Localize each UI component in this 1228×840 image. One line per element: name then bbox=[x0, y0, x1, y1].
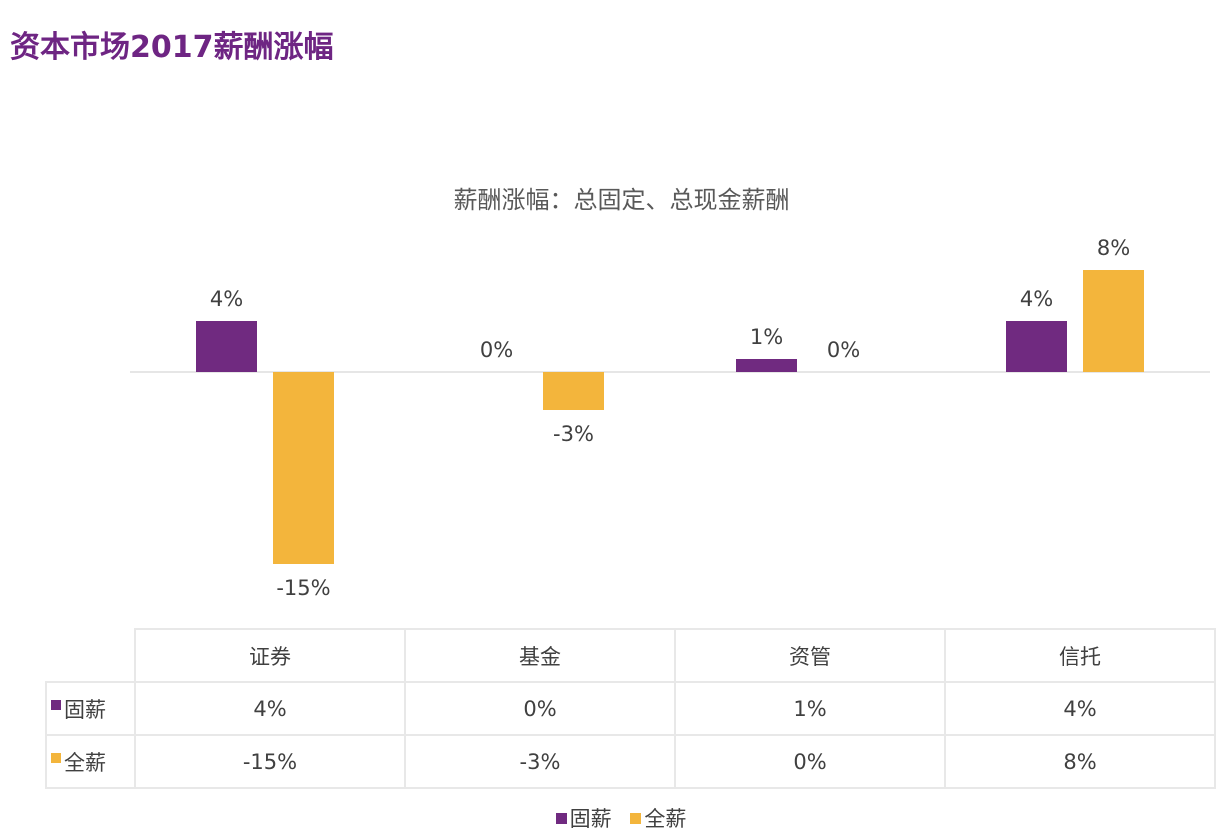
table-header-cell: 资管 bbox=[674, 628, 946, 683]
data-label: 4% bbox=[1019, 286, 1054, 311]
data-label: -15% bbox=[276, 576, 331, 600]
legend-label: 固薪 bbox=[569, 807, 612, 831]
table-cell: 4% bbox=[944, 681, 1216, 736]
data-label: 8% bbox=[1096, 235, 1131, 260]
table-header-cell: 基金 bbox=[404, 628, 676, 683]
chart-title: 薪酬涨幅：总固定、总现金薪酬 bbox=[453, 186, 790, 214]
table-row: 固薪 4% 0% 1% 4% bbox=[45, 681, 1216, 736]
legend-label: 全薪 bbox=[644, 807, 687, 831]
chart-legend: 固薪 全薪 bbox=[0, 803, 1228, 833]
bar-total-0 bbox=[273, 372, 334, 564]
bar-fixed-0 bbox=[196, 320, 257, 372]
legend-swatch-icon bbox=[555, 812, 567, 824]
legend-item: 全薪 bbox=[630, 803, 686, 833]
table-cell: 1% bbox=[674, 681, 946, 736]
bar-fixed-2 bbox=[736, 359, 797, 372]
table-row-header: 固薪 bbox=[45, 681, 136, 736]
table-row: 全薪 -15% -3% 0% 8% bbox=[45, 734, 1216, 789]
table-cell: -3% bbox=[404, 734, 676, 789]
row-label: 全薪 bbox=[64, 750, 106, 775]
data-label: -3% bbox=[553, 422, 594, 447]
legend-key-icon bbox=[51, 752, 61, 763]
table-row-header: 全薪 bbox=[45, 734, 136, 789]
plot-area: 4% -15% 0% -3% 1% 0% 4% 8% bbox=[130, 230, 1210, 620]
data-label: 4% bbox=[209, 286, 244, 311]
zero-axis-line bbox=[130, 371, 1210, 373]
table-header-cell: 信托 bbox=[944, 628, 1216, 683]
table-header-row: 证券 基金 资管 信托 bbox=[46, 628, 1216, 683]
data-label: 0% bbox=[826, 338, 861, 362]
legend-key-icon bbox=[51, 699, 61, 710]
page-title: 资本市场2017薪酬涨幅 bbox=[10, 30, 334, 65]
table-cell: 0% bbox=[404, 681, 676, 736]
table-cell: 0% bbox=[674, 734, 946, 789]
table-cell: 4% bbox=[134, 681, 406, 736]
bar-fixed-3 bbox=[1006, 320, 1067, 372]
data-label: 1% bbox=[749, 325, 784, 350]
legend-item: 固薪 bbox=[555, 803, 612, 833]
table-cell: 8% bbox=[944, 734, 1216, 789]
table-header-cell: 证券 bbox=[134, 628, 406, 683]
bar-total-3 bbox=[1083, 269, 1144, 372]
table-corner bbox=[46, 629, 136, 683]
data-label: 0% bbox=[479, 338, 514, 362]
bar-total-1 bbox=[543, 372, 604, 411]
legend-swatch-icon bbox=[630, 812, 642, 824]
data-table: 证券 基金 资管 信托 固薪 4% 0% 1% 4% 全薪 -15% -3% 0… bbox=[45, 628, 1216, 789]
table-cell: -15% bbox=[134, 734, 406, 789]
row-label: 固薪 bbox=[64, 697, 106, 722]
